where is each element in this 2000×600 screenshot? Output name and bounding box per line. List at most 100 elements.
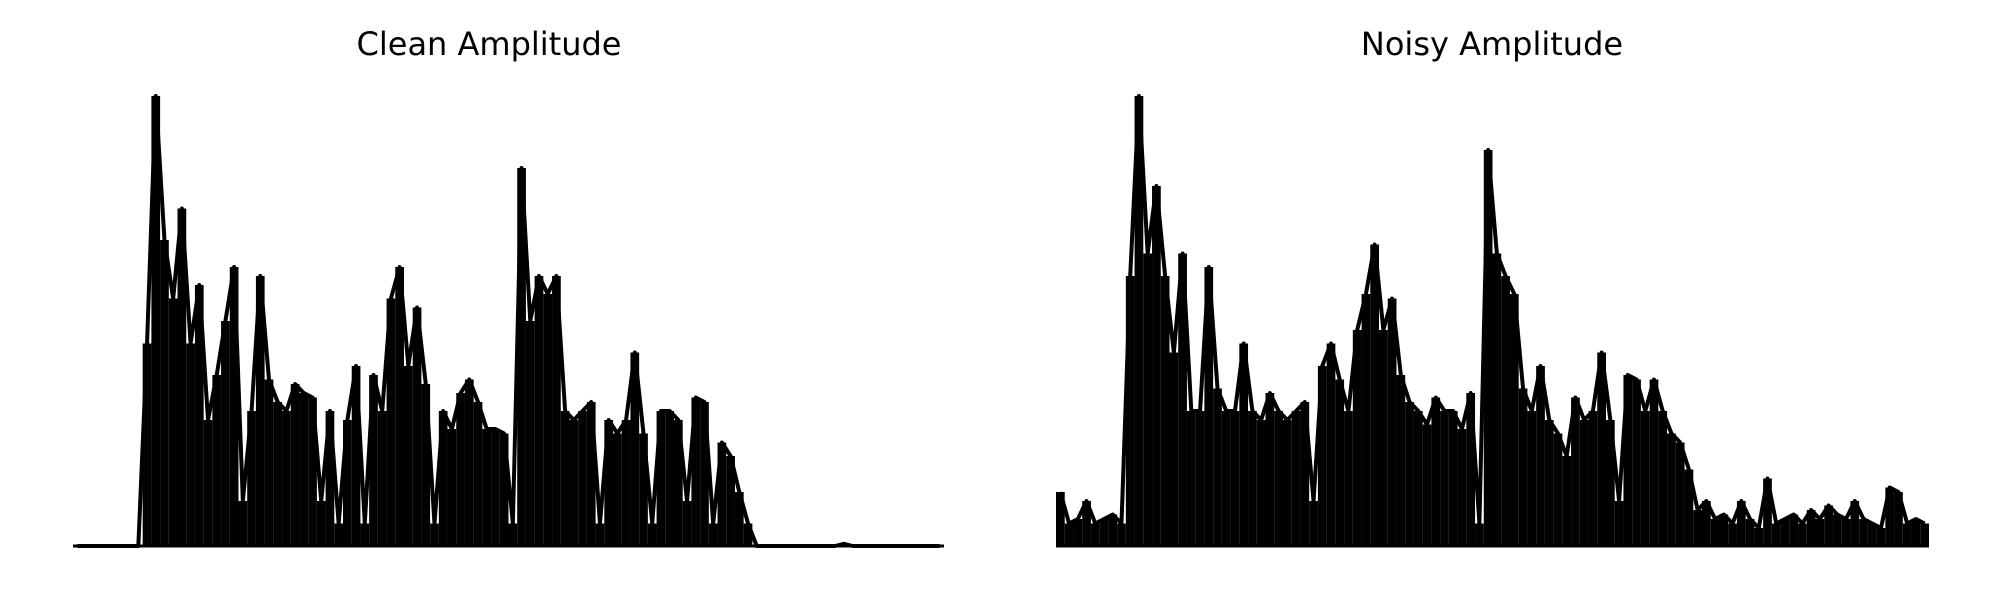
amplitude-bar bbox=[1536, 366, 1545, 546]
amplitude-bar bbox=[1894, 492, 1903, 546]
amplitude-bar bbox=[1815, 519, 1825, 546]
amplitude-bar bbox=[1824, 505, 1833, 546]
amplitude-bar bbox=[1571, 397, 1580, 546]
amplitude-bar bbox=[464, 379, 474, 546]
amplitude-bar bbox=[264, 379, 274, 546]
amplitude-bar bbox=[1221, 411, 1231, 546]
amplitude-bar bbox=[1361, 294, 1371, 546]
amplitude-bar bbox=[1771, 523, 1781, 546]
amplitude-bar bbox=[1693, 510, 1703, 546]
amplitude-bar bbox=[1579, 420, 1589, 546]
amplitude-bar bbox=[1230, 411, 1240, 546]
amplitude-bar bbox=[1728, 523, 1737, 546]
amplitude-bar bbox=[308, 397, 317, 546]
amplitude-bar bbox=[1152, 186, 1161, 546]
amplitude-bar bbox=[1248, 411, 1257, 546]
amplitude-bar bbox=[430, 523, 439, 546]
amplitude-bar bbox=[160, 240, 169, 546]
amplitude-bar bbox=[1719, 514, 1729, 546]
amplitude-bar bbox=[229, 267, 239, 546]
amplitude-bar bbox=[1082, 501, 1091, 546]
amplitude-bar bbox=[595, 523, 605, 546]
amplitude-bar bbox=[1702, 501, 1711, 546]
amplitude-bar bbox=[1562, 456, 1572, 546]
amplitude-bar bbox=[665, 411, 674, 546]
amplitude-bar bbox=[1806, 510, 1816, 546]
amplitude-bar bbox=[1117, 523, 1126, 546]
amplitude-bar bbox=[1291, 411, 1301, 546]
amplitude-bar bbox=[1265, 393, 1275, 546]
amplitude-bar bbox=[499, 433, 509, 546]
amplitude-bar bbox=[1911, 519, 1921, 546]
amplitude-bar bbox=[1605, 420, 1615, 546]
amplitude-bar bbox=[621, 420, 631, 546]
amplitude-bar bbox=[1623, 375, 1633, 546]
amplitude-bar bbox=[1125, 276, 1135, 546]
amplitude-bar bbox=[1134, 96, 1144, 546]
amplitude-bar bbox=[273, 402, 283, 546]
amplitude-bar bbox=[203, 420, 213, 546]
amplitude-bar bbox=[1754, 528, 1764, 546]
amplitude-bar bbox=[1902, 523, 1912, 546]
amplitude-bar bbox=[1841, 519, 1851, 546]
amplitude-bar bbox=[290, 384, 300, 546]
amplitude-bar bbox=[247, 411, 256, 546]
amplitude-bar bbox=[1684, 469, 1694, 546]
amplitude-bar bbox=[1492, 253, 1502, 546]
amplitude-bar bbox=[1649, 379, 1659, 546]
amplitude-bar bbox=[343, 420, 352, 546]
amplitude-bar bbox=[1344, 411, 1353, 546]
amplitude-bar bbox=[1090, 523, 1100, 546]
amplitude-bar bbox=[1509, 294, 1519, 546]
amplitude-bar bbox=[447, 429, 457, 546]
amplitude-bar bbox=[1317, 366, 1327, 546]
amplitude-bar bbox=[656, 411, 666, 546]
amplitude-bar bbox=[1256, 420, 1266, 546]
amplitude-bar bbox=[168, 298, 178, 546]
amplitude-bar bbox=[369, 375, 378, 546]
amplitude-bar bbox=[647, 523, 657, 546]
amplitude-bar bbox=[613, 433, 622, 546]
amplitude-bar bbox=[212, 375, 222, 546]
amplitude-bar bbox=[1632, 379, 1641, 546]
amplitude-bar bbox=[1396, 375, 1406, 546]
amplitude-bar bbox=[421, 384, 431, 546]
amplitude-bar bbox=[1876, 528, 1886, 546]
amplitude-bar bbox=[334, 523, 344, 546]
amplitude-bar bbox=[1282, 420, 1292, 546]
amplitude-bar bbox=[1614, 501, 1624, 546]
chart-title: Clean Amplitude bbox=[357, 25, 622, 63]
amplitude-bar bbox=[525, 321, 535, 546]
amplitude-bar bbox=[1064, 523, 1074, 546]
amplitude-bar bbox=[717, 442, 727, 546]
amplitude-bar bbox=[552, 276, 561, 546]
amplitude-bar bbox=[1763, 478, 1772, 546]
amplitude-bar bbox=[604, 420, 614, 546]
amplitude-bar bbox=[1448, 411, 1458, 546]
amplitude-bar bbox=[1832, 514, 1842, 546]
amplitude-bar bbox=[1789, 514, 1799, 546]
amplitude-bar bbox=[386, 298, 396, 546]
amplitude-bar bbox=[1213, 388, 1222, 546]
amplitude-bar bbox=[1143, 253, 1153, 546]
amplitude-bar bbox=[1352, 330, 1362, 546]
amplitude-bar bbox=[1710, 519, 1720, 546]
amplitude-bar bbox=[1169, 352, 1179, 546]
amplitude-bar bbox=[395, 267, 404, 546]
amplitude-bar bbox=[238, 501, 248, 546]
amplitude-bar bbox=[1405, 402, 1414, 546]
amplitude-bar bbox=[482, 429, 492, 546]
amplitude-bar bbox=[1501, 276, 1510, 546]
amplitude-bar bbox=[177, 208, 187, 546]
amplitude-bar bbox=[377, 411, 387, 546]
amplitude-bar bbox=[691, 397, 701, 546]
amplitude-bar bbox=[508, 523, 518, 546]
amplitude-line bbox=[1058, 94, 1926, 530]
amplitude-bar bbox=[360, 523, 370, 546]
amplitude-bar bbox=[1379, 330, 1388, 546]
amplitude-bar bbox=[491, 429, 500, 546]
amplitude-bar bbox=[299, 393, 309, 546]
amplitude-bar bbox=[1920, 523, 1929, 546]
amplitude-bar bbox=[1457, 429, 1467, 546]
